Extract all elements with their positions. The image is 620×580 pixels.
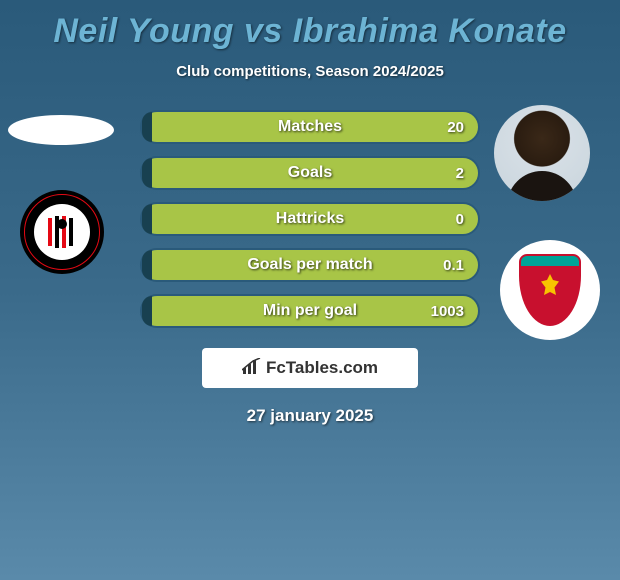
stat-right-value: 0: [456, 211, 464, 228]
stat-row: Hattricks 0: [140, 202, 480, 236]
stat-label: Hattricks: [276, 210, 344, 228]
club-badge-left: [20, 190, 120, 274]
stat-row: Goals 2: [140, 156, 480, 190]
player-left-photo: [8, 115, 114, 145]
stat-right-value: 1003: [431, 303, 464, 320]
stat-row: Min per goal 1003: [140, 294, 480, 328]
stat-fill-left: [142, 158, 152, 188]
liverpool-badge-icon: [519, 254, 581, 326]
comparison-date: 27 january 2025: [0, 406, 620, 426]
stat-right-value: 2: [456, 165, 464, 182]
bars-chart-icon: [242, 358, 262, 379]
bournemouth-badge-icon: [20, 190, 104, 274]
stat-label: Goals: [288, 164, 332, 182]
comparison-subtitle: Club competitions, Season 2024/2025: [0, 63, 620, 80]
stat-right-value: 0.1: [443, 257, 464, 274]
stat-right-value: 20: [447, 119, 464, 136]
liverbird-icon: [535, 274, 565, 304]
watermark-text: FcTables.com: [266, 358, 378, 378]
watermark-badge: FcTables.com: [202, 348, 418, 388]
player-right-photo: [494, 105, 590, 201]
bournemouth-stripes-icon: [44, 214, 80, 250]
comparison-title: Neil Young vs Ibrahima Konate: [0, 0, 620, 51]
club-badge-right: [500, 240, 600, 340]
stat-fill-left: [142, 204, 152, 234]
stat-fill-left: [142, 112, 152, 142]
stat-fill-left: [142, 296, 152, 326]
stat-label: Matches: [278, 118, 342, 136]
comparison-content: Matches 20 Goals 2 Hattricks 0 Goals per match…: [0, 110, 620, 426]
stat-row: Matches 20: [140, 110, 480, 144]
stat-bars: Matches 20 Goals 2 Hattricks 0 Goals per match…: [140, 110, 480, 328]
stat-label: Goals per match: [247, 256, 372, 274]
stat-row: Goals per match 0.1: [140, 248, 480, 282]
stat-label: Min per goal: [263, 302, 357, 320]
stat-fill-left: [142, 250, 152, 280]
